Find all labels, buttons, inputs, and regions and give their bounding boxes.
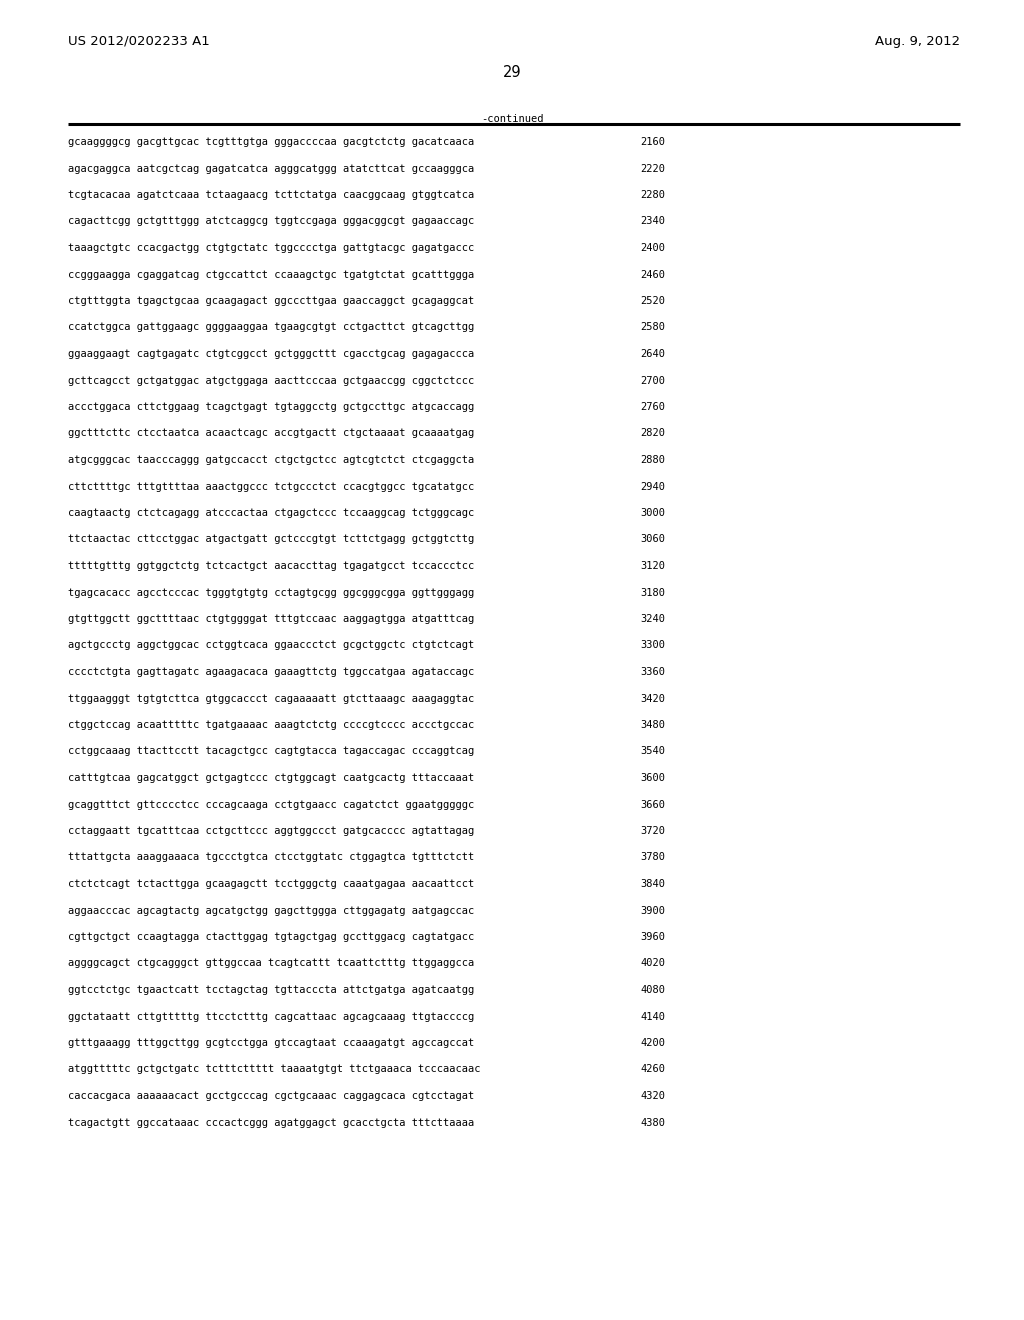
Text: 3240: 3240	[640, 614, 665, 624]
Text: cctaggaatt tgcatttcaa cctgcttccc aggtggccct gatgcacccc agtattagag: cctaggaatt tgcatttcaa cctgcttccc aggtggc…	[68, 826, 474, 836]
Text: taaagctgtc ccacgactgg ctgtgctatc tggcccctga gattgtacgc gagatgaccc: taaagctgtc ccacgactgg ctgtgctatc tggcccc…	[68, 243, 474, 253]
Text: 2340: 2340	[640, 216, 665, 227]
Text: 3300: 3300	[640, 640, 665, 651]
Text: 4380: 4380	[640, 1118, 665, 1127]
Text: tcgtacacaa agatctcaaa tctaagaacg tcttctatga caacggcaag gtggtcatca: tcgtacacaa agatctcaaa tctaagaacg tcttcta…	[68, 190, 474, 201]
Text: 3420: 3420	[640, 693, 665, 704]
Text: 3000: 3000	[640, 508, 665, 517]
Text: 3720: 3720	[640, 826, 665, 836]
Text: gcttcagcct gctgatggac atgctggaga aacttcccaa gctgaaccgg cggctctccc: gcttcagcct gctgatggac atgctggaga aacttcc…	[68, 375, 474, 385]
Text: 4140: 4140	[640, 1011, 665, 1022]
Text: Aug. 9, 2012: Aug. 9, 2012	[874, 36, 961, 48]
Text: 3060: 3060	[640, 535, 665, 544]
Text: 3180: 3180	[640, 587, 665, 598]
Text: agacgaggca aatcgctcag gagatcatca agggcatggg atatcttcat gccaagggca: agacgaggca aatcgctcag gagatcatca agggcat…	[68, 164, 474, 173]
Text: cttcttttgc tttgttttaa aaactggccc tctgccctct ccacgtggcc tgcatatgcc: cttcttttgc tttgttttaa aaactggccc tctgccc…	[68, 482, 474, 491]
Text: cagacttcgg gctgtttggg atctcaggcg tggtccgaga gggacggcgt gagaaccagc: cagacttcgg gctgtttggg atctcaggcg tggtccg…	[68, 216, 474, 227]
Text: ttctaactac cttcctggac atgactgatt gctcccgtgt tcttctgagg gctggtcttg: ttctaactac cttcctggac atgactgatt gctcccg…	[68, 535, 474, 544]
Text: ccatctggca gattggaagc ggggaaggaa tgaagcgtgt cctgacttct gtcagcttgg: ccatctggca gattggaagc ggggaaggaa tgaagcg…	[68, 322, 474, 333]
Text: caagtaactg ctctcagagg atcccactaa ctgagctccc tccaaggcag tctgggcagc: caagtaactg ctctcagagg atcccactaa ctgagct…	[68, 508, 474, 517]
Text: 4020: 4020	[640, 958, 665, 969]
Text: aggggcagct ctgcagggct gttggccaa tcagtcattt tcaattctttg ttggaggcca: aggggcagct ctgcagggct gttggccaa tcagtcat…	[68, 958, 474, 969]
Text: ggctttcttc ctcctaatca acaactcagc accgtgactt ctgctaaaat gcaaaatgag: ggctttcttc ctcctaatca acaactcagc accgtga…	[68, 429, 474, 438]
Text: 4200: 4200	[640, 1038, 665, 1048]
Text: US 2012/0202233 A1: US 2012/0202233 A1	[68, 36, 210, 48]
Text: catttgtcaa gagcatggct gctgagtccc ctgtggcagt caatgcactg tttaccaaat: catttgtcaa gagcatggct gctgagtccc ctgtggc…	[68, 774, 474, 783]
Text: 2460: 2460	[640, 269, 665, 280]
Text: 2160: 2160	[640, 137, 665, 147]
Text: ctctctcagt tctacttgga gcaagagctt tcctgggctg caaatgagaa aacaattcct: ctctctcagt tctacttgga gcaagagctt tcctggg…	[68, 879, 474, 888]
Text: 2940: 2940	[640, 482, 665, 491]
Text: gcaggtttct gttcccctcc cccagcaaga cctgtgaacc cagatctct ggaatgggggc: gcaggtttct gttcccctcc cccagcaaga cctgtga…	[68, 800, 474, 809]
Text: 3660: 3660	[640, 800, 665, 809]
Text: ccgggaagga cgaggatcag ctgccattct ccaaagctgc tgatgtctat gcatttggga: ccgggaagga cgaggatcag ctgccattct ccaaagc…	[68, 269, 474, 280]
Text: atgcgggcac taacccaggg gatgccacct ctgctgctcc agtcgtctct ctcgaggcta: atgcgggcac taacccaggg gatgccacct ctgctgc…	[68, 455, 474, 465]
Text: 3900: 3900	[640, 906, 665, 916]
Text: tcagactgtt ggccataaac cccactcggg agatggagct gcacctgcta tttcttaaaa: tcagactgtt ggccataaac cccactcggg agatgga…	[68, 1118, 474, 1127]
Text: 3780: 3780	[640, 853, 665, 862]
Text: ggctataatt cttgtttttg ttcctctttg cagcattaac agcagcaaag ttgtaccccg: ggctataatt cttgtttttg ttcctctttg cagcatt…	[68, 1011, 474, 1022]
Text: tttttgtttg ggtggctctg tctcactgct aacaccttag tgagatgcct tccaccctcc: tttttgtttg ggtggctctg tctcactgct aacacct…	[68, 561, 474, 572]
Text: gtttgaaagg tttggcttgg gcgtcctgga gtccagtaat ccaaagatgt agccagccat: gtttgaaagg tttggcttgg gcgtcctgga gtccagt…	[68, 1038, 474, 1048]
Text: tgagcacacc agcctcccac tgggtgtgtg cctagtgcgg ggcgggcgga ggttgggagg: tgagcacacc agcctcccac tgggtgtgtg cctagtg…	[68, 587, 474, 598]
Text: 2400: 2400	[640, 243, 665, 253]
Text: 2820: 2820	[640, 429, 665, 438]
Text: ggaaggaagt cagtgagatc ctgtcggcct gctgggcttt cgacctgcag gagagaccca: ggaaggaagt cagtgagatc ctgtcggcct gctgggc…	[68, 348, 474, 359]
Text: 29: 29	[503, 65, 521, 81]
Text: 2220: 2220	[640, 164, 665, 173]
Text: aggaacccac agcagtactg agcatgctgg gagcttggga cttggagatg aatgagccac: aggaacccac agcagtactg agcatgctgg gagcttg…	[68, 906, 474, 916]
Text: caccacgaca aaaaaacact gcctgcccag cgctgcaaac caggagcaca cgtcctagat: caccacgaca aaaaaacact gcctgcccag cgctgca…	[68, 1092, 474, 1101]
Text: 3120: 3120	[640, 561, 665, 572]
Text: cccctctgta gagttagatc agaagacaca gaaagttctg tggccatgaa agataccagc: cccctctgta gagttagatc agaagacaca gaaagtt…	[68, 667, 474, 677]
Text: 3840: 3840	[640, 879, 665, 888]
Text: agctgccctg aggctggcac cctggtcaca ggaaccctct gcgctggctc ctgtctcagt: agctgccctg aggctggcac cctggtcaca ggaaccc…	[68, 640, 474, 651]
Text: 2580: 2580	[640, 322, 665, 333]
Text: 2700: 2700	[640, 375, 665, 385]
Text: gcaaggggcg gacgttgcac tcgtttgtga gggaccccaa gacgtctctg gacatcaaca: gcaaggggcg gacgttgcac tcgtttgtga gggaccc…	[68, 137, 474, 147]
Text: cgttgctgct ccaagtagga ctacttggag tgtagctgag gccttggacg cagtatgacc: cgttgctgct ccaagtagga ctacttggag tgtagct…	[68, 932, 474, 942]
Text: accctggaca cttctggaag tcagctgagt tgtaggcctg gctgccttgc atgcaccagg: accctggaca cttctggaag tcagctgagt tgtaggc…	[68, 403, 474, 412]
Text: atggtttttc gctgctgatc tctttcttttt taaaatgtgt ttctgaaaca tcccaacaac: atggtttttc gctgctgatc tctttcttttt taaaat…	[68, 1064, 480, 1074]
Text: ctgtttggta tgagctgcaa gcaagagact ggcccttgaa gaaccaggct gcagaggcat: ctgtttggta tgagctgcaa gcaagagact ggccctt…	[68, 296, 474, 306]
Text: gtgttggctt ggcttttaac ctgtggggat tttgtccaac aaggagtgga atgatttcag: gtgttggctt ggcttttaac ctgtggggat tttgtcc…	[68, 614, 474, 624]
Text: cctggcaaag ttacttcctt tacagctgcc cagtgtacca tagaccagac cccaggtcag: cctggcaaag ttacttcctt tacagctgcc cagtgta…	[68, 747, 474, 756]
Text: tttattgcta aaaggaaaca tgccctgtca ctcctggtatc ctggagtca tgtttctctt: tttattgcta aaaggaaaca tgccctgtca ctcctgg…	[68, 853, 474, 862]
Text: 3960: 3960	[640, 932, 665, 942]
Text: 4320: 4320	[640, 1092, 665, 1101]
Text: ggtcctctgc tgaactcatt tcctagctag tgttacccta attctgatga agatcaatgg: ggtcctctgc tgaactcatt tcctagctag tgttacc…	[68, 985, 474, 995]
Text: 4080: 4080	[640, 985, 665, 995]
Text: 2280: 2280	[640, 190, 665, 201]
Text: 3600: 3600	[640, 774, 665, 783]
Text: 4260: 4260	[640, 1064, 665, 1074]
Text: 3480: 3480	[640, 719, 665, 730]
Text: -continued: -continued	[480, 114, 544, 124]
Text: 3540: 3540	[640, 747, 665, 756]
Text: 2640: 2640	[640, 348, 665, 359]
Text: 3360: 3360	[640, 667, 665, 677]
Text: 2760: 2760	[640, 403, 665, 412]
Text: ctggctccag acaatttttc tgatgaaaac aaagtctctg ccccgtcccc accctgccac: ctggctccag acaatttttc tgatgaaaac aaagtct…	[68, 719, 474, 730]
Text: 2520: 2520	[640, 296, 665, 306]
Text: ttggaagggt tgtgtcttca gtggcaccct cagaaaaatt gtcttaaagc aaagaggtac: ttggaagggt tgtgtcttca gtggcaccct cagaaaa…	[68, 693, 474, 704]
Text: 2880: 2880	[640, 455, 665, 465]
